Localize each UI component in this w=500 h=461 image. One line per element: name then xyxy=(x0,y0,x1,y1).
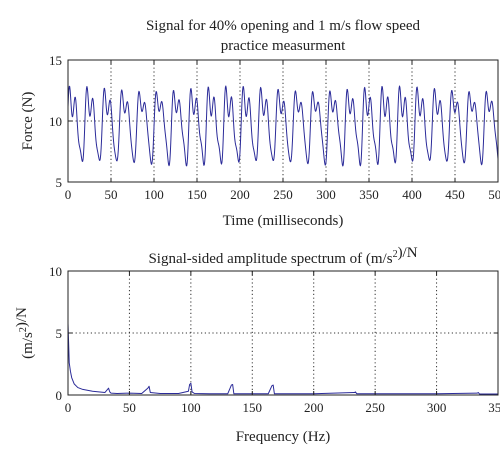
x-tick-label: 50 xyxy=(105,187,118,202)
spectrum-chart-ylabel: (m/s2)/N xyxy=(14,307,36,359)
x-tick-label: 300 xyxy=(427,400,447,415)
x-tick-label: 0 xyxy=(65,187,72,202)
y-tick-label: 5 xyxy=(56,175,63,190)
x-tick-label: 450 xyxy=(445,187,465,202)
x-tick-label: 300 xyxy=(316,187,336,202)
y-tick-label: 0 xyxy=(56,388,63,403)
y-tick-label: 15 xyxy=(49,53,62,68)
y-tick-label: 10 xyxy=(49,114,62,129)
x-tick-label: 200 xyxy=(230,187,250,202)
signal-chart-title-line-2: practice measurment xyxy=(221,38,346,54)
signal-chart-xlabel: Time (milliseconds) xyxy=(223,213,344,229)
y-tick-label: 5 xyxy=(56,326,63,341)
spectrum-chart: Signal-sided amplitude spectrum of (m/s2… xyxy=(14,245,500,445)
x-tick-label: 250 xyxy=(365,400,385,415)
x-tick-label: 100 xyxy=(181,400,201,415)
y-tick-label: 10 xyxy=(49,264,62,279)
x-tick-label: 200 xyxy=(304,400,324,415)
x-tick-label: 500 xyxy=(488,187,500,202)
x-tick-label: 50 xyxy=(123,400,136,415)
x-tick-label: 400 xyxy=(402,187,422,202)
series-line xyxy=(67,85,499,167)
spectrum-chart-series xyxy=(67,323,498,395)
x-tick-label: 0 xyxy=(65,400,72,415)
x-tick-label: 150 xyxy=(243,400,263,415)
spectrum-chart-ticks: 0 50 100 150 200 250 300 350 0 5 10 xyxy=(49,264,500,415)
x-tick-label: 350 xyxy=(359,187,379,202)
signal-chart-grid xyxy=(68,60,498,182)
x-tick-label: 350 xyxy=(488,400,500,415)
signal-chart-title-line-1: Signal for 40% opening and 1 m/s flow sp… xyxy=(146,18,421,34)
spectrum-chart-title: Signal-sided amplitude spectrum of (m/s2… xyxy=(148,245,417,267)
signal-chart-ticks: 0 50 100 150 200 250 300 350 400 450 500 5 10 15 xyxy=(49,53,500,202)
spectrum-chart-xlabel: Frequency (Hz) xyxy=(236,429,331,445)
x-tick-label: 150 xyxy=(187,187,207,202)
spectrum-chart-grid xyxy=(68,271,498,395)
signal-chart: Signal for 40% opening and 1 m/s flow sp… xyxy=(20,18,500,229)
x-tick-label: 250 xyxy=(273,187,293,202)
signal-chart-series xyxy=(67,85,499,167)
signal-chart-ylabel: Force (N) xyxy=(20,92,36,151)
x-tick-label: 100 xyxy=(144,187,164,202)
series-line xyxy=(67,323,498,395)
